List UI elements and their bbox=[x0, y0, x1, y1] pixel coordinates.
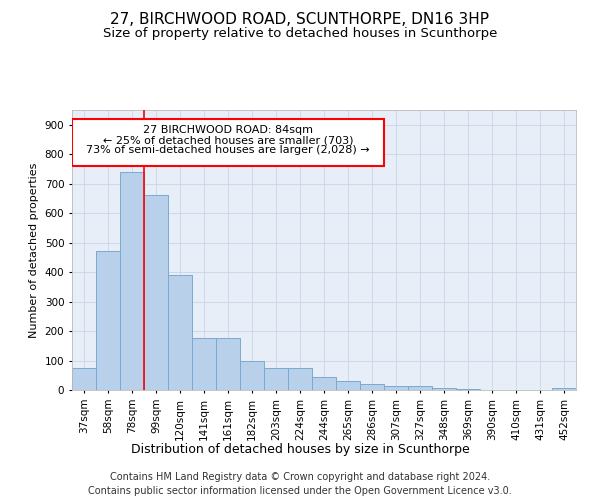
Text: ← 25% of detached houses are smaller (703): ← 25% of detached houses are smaller (70… bbox=[103, 135, 353, 145]
Bar bbox=[168, 275, 192, 390]
Text: Contains HM Land Registry data © Crown copyright and database right 2024.: Contains HM Land Registry data © Crown c… bbox=[110, 472, 490, 482]
Text: 73% of semi-detached houses are larger (2,028) →: 73% of semi-detached houses are larger (… bbox=[86, 146, 370, 156]
Bar bbox=[72, 119, 384, 166]
Bar bbox=[456, 389, 480, 390]
Bar bbox=[408, 386, 432, 390]
Bar bbox=[288, 368, 312, 390]
Bar bbox=[144, 196, 168, 390]
Bar bbox=[96, 252, 120, 390]
Bar bbox=[360, 384, 384, 390]
Text: Contains public sector information licensed under the Open Government Licence v3: Contains public sector information licen… bbox=[88, 486, 512, 496]
Text: 27 BIRCHWOOD ROAD: 84sqm: 27 BIRCHWOOD ROAD: 84sqm bbox=[143, 124, 313, 134]
Y-axis label: Number of detached properties: Number of detached properties bbox=[29, 162, 39, 338]
Bar bbox=[240, 362, 264, 390]
Text: Size of property relative to detached houses in Scunthorpe: Size of property relative to detached ho… bbox=[103, 28, 497, 40]
Bar bbox=[216, 338, 240, 390]
Text: Distribution of detached houses by size in Scunthorpe: Distribution of detached houses by size … bbox=[131, 442, 469, 456]
Bar bbox=[552, 388, 576, 390]
Bar bbox=[336, 381, 360, 390]
Bar bbox=[120, 172, 144, 390]
Bar bbox=[192, 338, 216, 390]
Bar bbox=[384, 386, 408, 390]
Bar bbox=[432, 388, 456, 390]
Bar bbox=[72, 368, 96, 390]
Bar bbox=[264, 368, 288, 390]
Bar bbox=[312, 376, 336, 390]
Text: 27, BIRCHWOOD ROAD, SCUNTHORPE, DN16 3HP: 27, BIRCHWOOD ROAD, SCUNTHORPE, DN16 3HP bbox=[110, 12, 490, 28]
